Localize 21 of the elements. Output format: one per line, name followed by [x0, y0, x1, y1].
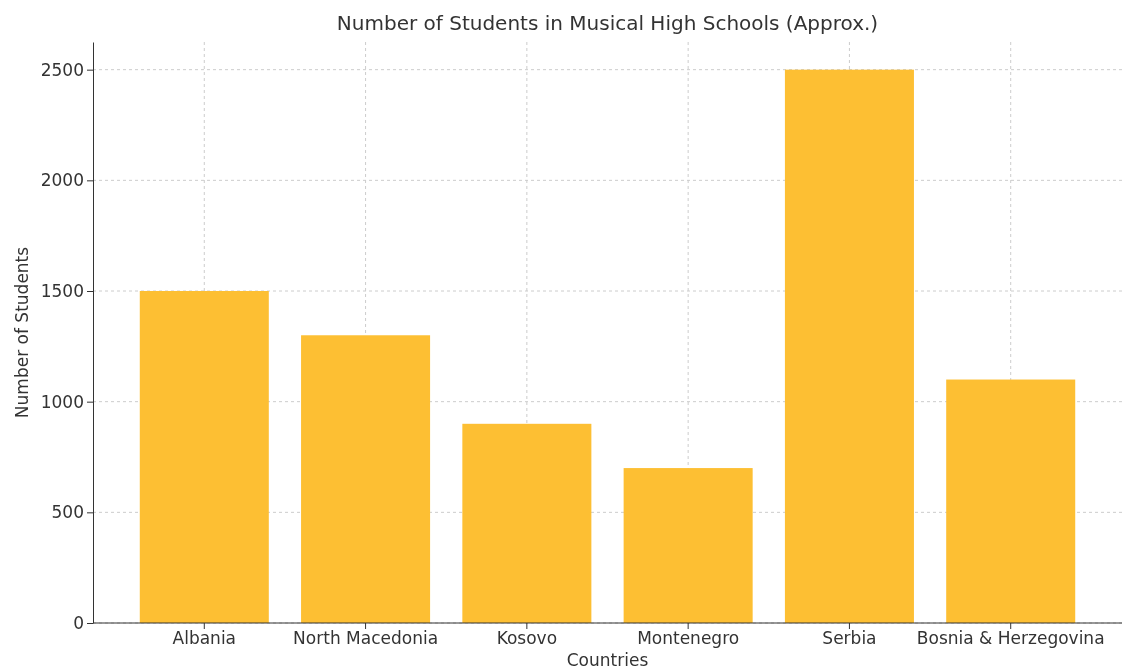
bar — [623, 468, 753, 623]
x-tick-label: North Macedonia — [293, 628, 439, 649]
bar — [301, 335, 431, 623]
y-axis-title: Number of Students — [12, 246, 32, 419]
y-tick-label: 2500 — [40, 59, 84, 80]
x-tick-label: Kosovo — [496, 628, 558, 649]
x-axis-title: Countries — [566, 650, 649, 670]
y-tick-label: 1500 — [40, 280, 84, 301]
bar — [946, 379, 1076, 623]
bar — [139, 291, 269, 623]
chart-title: Number of Students in Musical High Schools (Approx.) — [336, 11, 879, 35]
bar — [784, 69, 914, 623]
x-tick-label: Bosnia & Herzegovina — [916, 628, 1105, 649]
x-tick-label: Albania — [172, 628, 237, 649]
x-tick-label: Montenegro — [637, 628, 740, 649]
bar — [462, 423, 592, 623]
y-tick-label: 500 — [51, 502, 84, 523]
x-tick-label: Serbia — [822, 628, 877, 649]
y-tick-label: 0 — [73, 612, 84, 633]
y-tick-label: 2000 — [40, 170, 84, 191]
y-tick-label: 1000 — [40, 391, 84, 412]
